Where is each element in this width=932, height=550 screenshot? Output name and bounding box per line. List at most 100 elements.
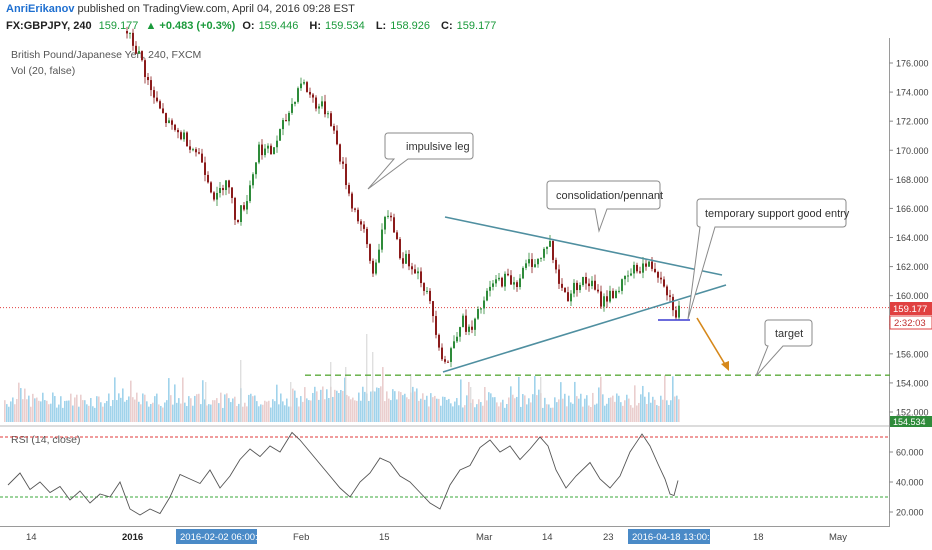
volume-bar	[12, 397, 14, 422]
volume-bar	[182, 377, 184, 422]
volume-bar	[84, 400, 86, 422]
candle-body	[480, 308, 482, 310]
volume-bar	[448, 398, 450, 422]
volume-bar	[668, 404, 670, 422]
candle-body	[186, 132, 188, 147]
volume-bar	[266, 401, 268, 422]
volume-bar	[336, 390, 338, 422]
volume-bar	[626, 394, 628, 422]
volume-bar	[434, 395, 436, 422]
volume-bar	[510, 386, 512, 422]
volume-bar	[606, 403, 608, 422]
volume-bar	[616, 393, 618, 422]
callout-impulsive-leg[interactable]: impulsive leg	[367, 132, 474, 190]
volume-bar	[620, 402, 622, 422]
chart-header: AnriErikanov published on TradingView.com…	[0, 0, 932, 38]
candle-body	[222, 188, 224, 191]
volume-bar	[672, 376, 674, 422]
rsi-panel[interactable]	[0, 427, 890, 525]
candle-body	[642, 263, 644, 273]
candle-body	[399, 239, 401, 259]
volume-bar	[228, 398, 230, 422]
price-change: ▲ +0.483 (+0.3%)	[145, 20, 236, 32]
candle-body	[387, 215, 389, 217]
price-tick-label: 156.000	[896, 349, 929, 359]
callout-consolidation[interactable]: consolidation/pennant	[546, 180, 663, 233]
volume-bar	[274, 401, 276, 422]
candle-body	[177, 129, 179, 133]
volume-bar	[48, 404, 50, 422]
rsi-line	[7, 431, 679, 516]
pennant-upper-trendline[interactable]	[444, 216, 723, 276]
author-link[interactable]: AnriErikanov	[6, 3, 75, 15]
candle-body	[315, 97, 317, 109]
candle-body	[270, 145, 272, 155]
symbol-label[interactable]: FX:GBPJPY, 240	[6, 20, 92, 32]
volume-bar	[496, 402, 498, 422]
candle-body	[240, 205, 242, 223]
price-panel[interactable]	[0, 40, 890, 425]
price-axis: 152.000154.000156.000158.000160.000162.0…	[889, 59, 929, 418]
volume-bar	[220, 392, 222, 422]
volume-bar	[234, 396, 236, 422]
volume-bar	[38, 400, 40, 422]
candle-body	[573, 282, 575, 294]
volume-bar	[480, 402, 482, 422]
volume-bar	[300, 396, 302, 422]
volume-bar	[418, 400, 420, 422]
pennant-lower-trendline[interactable]	[442, 284, 727, 373]
volume-bar	[450, 403, 452, 422]
price-tick-label: 164.000	[896, 233, 929, 243]
candle-body	[381, 229, 383, 250]
volume-bar	[306, 398, 308, 422]
volume-bar	[134, 399, 136, 422]
volume-bar	[150, 403, 152, 422]
volume-bar	[442, 396, 444, 422]
volume-bar	[120, 397, 122, 422]
candle-body	[438, 334, 440, 348]
volume-bar	[194, 395, 196, 422]
volume-bar	[200, 404, 202, 422]
volume-bar	[268, 400, 270, 422]
volume-bar	[638, 402, 640, 422]
volume-bar	[334, 389, 336, 422]
volume-bar	[214, 400, 216, 422]
volume-bar	[670, 400, 672, 422]
candle-body	[627, 275, 629, 277]
candle-body	[261, 144, 263, 156]
callout-target[interactable]: target	[755, 319, 813, 377]
volume-bar	[640, 394, 642, 422]
candle-body	[597, 289, 599, 292]
volume-bar	[574, 381, 576, 422]
candle-body	[537, 258, 539, 265]
volume-bar	[326, 389, 328, 422]
candle-body	[321, 101, 323, 107]
volume-bar	[116, 400, 118, 422]
volume-bar	[484, 387, 486, 422]
volume-bar	[592, 392, 594, 422]
volume-bar	[88, 405, 90, 422]
candle-body	[513, 282, 515, 285]
candle-body	[207, 174, 209, 183]
volume-bar	[226, 393, 228, 422]
time-axis[interactable]: 14 2016 2016-02-02 06:00:00 Feb 15 Mar 1…	[26, 529, 847, 544]
rsi-tick-label: 60.000	[896, 448, 924, 458]
price-tick-label: 160.000	[896, 291, 929, 301]
candle-body	[516, 282, 518, 287]
volume-bar	[254, 395, 256, 422]
candle-body	[366, 228, 368, 245]
candle-body	[279, 129, 281, 141]
candle-body	[441, 347, 443, 360]
volume-bar	[158, 404, 160, 422]
callout-temporary-support[interactable]: temporary support good entry	[687, 198, 850, 320]
callout-target-text: target	[775, 328, 803, 340]
volume-label: Vol (20, false)	[11, 65, 75, 77]
candle-body	[144, 60, 146, 78]
candle-body	[435, 316, 437, 335]
candle-body	[135, 45, 137, 54]
candle-body	[300, 83, 302, 89]
rsi-tick-label: 40.000	[896, 478, 924, 488]
target-arrow[interactable]	[696, 317, 727, 367]
volume-bar	[368, 400, 370, 422]
